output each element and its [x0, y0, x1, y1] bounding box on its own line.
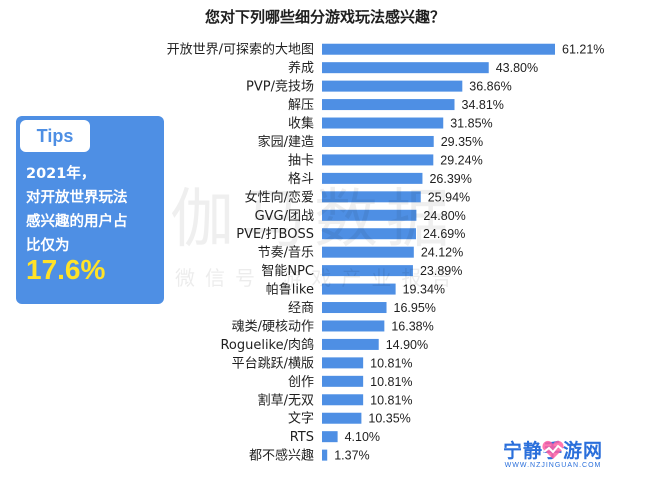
bar [322, 449, 328, 461]
data-label: 10.81% [370, 375, 412, 389]
bar [322, 80, 463, 92]
category-label: 文字 [288, 412, 314, 427]
bar [322, 283, 396, 295]
bar [322, 320, 385, 332]
category-label: PVP/竞技场 [246, 79, 314, 95]
data-label: 29.24% [440, 153, 482, 167]
bar [322, 265, 413, 277]
category-label: 家园/建造 [258, 134, 314, 150]
category-label: 女性向/恋爱 [245, 189, 314, 205]
brand-heart-icon [542, 440, 564, 459]
brand-logo-area: 宁静手游网 WWW.NZJINGUAN.COM [468, 436, 638, 476]
bar [322, 209, 417, 221]
tips-line-4: 比仅为 [26, 238, 70, 254]
chart-title: 您对下列哪些细分游戏玩法感兴趣？ [204, 8, 445, 26]
category-label: 节奏/音乐 [258, 245, 314, 261]
category-label: 养成 [288, 60, 314, 76]
category-label: 抽卡 [288, 153, 314, 168]
bar [322, 228, 416, 240]
data-label: 10.81% [370, 393, 412, 407]
category-label: 魂类/硬核动作 [232, 318, 314, 334]
category-label: 经商 [288, 301, 314, 316]
tips-box: Tips 2021年， 对开放世界玩法 感兴趣的用户占 比仅为 17.6% [16, 116, 164, 304]
bar [322, 338, 379, 350]
data-label: 29.35% [441, 135, 483, 149]
tips-line-3: 感兴趣的用户占 [26, 214, 128, 230]
data-label: 16.38% [391, 319, 433, 333]
bar [322, 431, 338, 443]
category-label: 开放世界/可探索的大地图 [167, 42, 314, 58]
data-label: 34.81% [462, 98, 504, 112]
bar [322, 117, 444, 129]
bar [322, 375, 364, 387]
category-label: GVG/团战 [255, 209, 314, 224]
data-label: 23.89% [420, 264, 462, 278]
category-label: 创作 [288, 375, 314, 390]
data-label: 26.39% [429, 172, 471, 186]
brand-url: WWW.NZJINGUAN.COM [504, 462, 602, 469]
category-label: 帕鲁like [266, 283, 314, 298]
data-label: 10.81% [370, 356, 412, 370]
bar [322, 172, 423, 184]
data-label: 24.12% [421, 246, 463, 260]
tips-value: 17.6% [26, 254, 106, 285]
category-label: PVE/打BOSS [236, 227, 314, 242]
bar [322, 43, 555, 55]
data-label: 25.94% [428, 190, 470, 204]
data-label: 43.80% [496, 61, 538, 75]
category-label: RTS [290, 430, 314, 445]
category-label: 收集 [288, 116, 314, 132]
category-label: 格斗 [288, 171, 314, 187]
bar [322, 99, 455, 111]
category-label: 解压 [288, 98, 314, 113]
bar [322, 191, 421, 203]
tips-tag: Tips [20, 120, 90, 152]
data-label: 61.21% [562, 43, 604, 57]
bar [322, 394, 364, 406]
tips-line-1: 2021年， [26, 166, 96, 182]
data-label: 4.10% [345, 430, 380, 444]
data-label: 36.86% [469, 80, 511, 94]
bar [322, 412, 362, 424]
data-label: 1.37% [334, 449, 369, 463]
bar [322, 357, 364, 369]
category-label: 割草/无双 [258, 392, 314, 408]
bar [322, 62, 489, 74]
bar [322, 302, 387, 314]
tips-line-2: 对开放世界玩法 [26, 190, 128, 206]
bar [322, 154, 434, 166]
category-label: 智能NPC [261, 264, 314, 279]
data-label: 16.95% [394, 301, 436, 315]
data-label: 24.80% [423, 209, 465, 223]
data-label: 24.69% [423, 227, 465, 241]
category-label: 平台跳跃/横版 [232, 356, 314, 371]
bar [322, 246, 414, 258]
data-label: 14.90% [386, 338, 428, 352]
data-label: 10.35% [368, 412, 410, 426]
bar [322, 135, 434, 147]
data-label: 19.34% [403, 283, 445, 297]
data-label: 31.85% [450, 117, 492, 131]
category-label: Roguelike/肉鸽 [220, 337, 314, 353]
category-label: 都不感兴趣 [249, 448, 314, 464]
